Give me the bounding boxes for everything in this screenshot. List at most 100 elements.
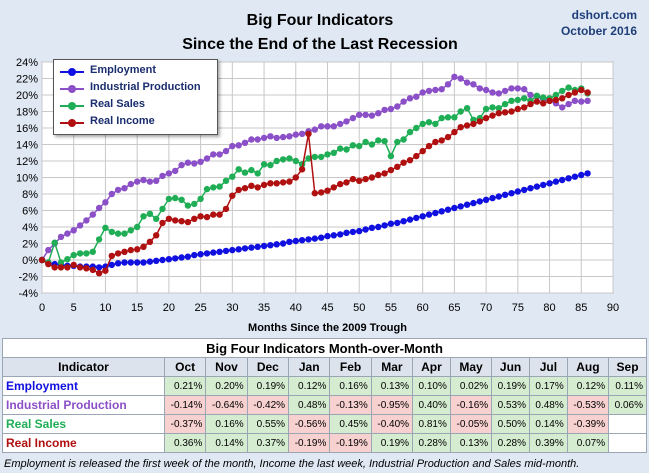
data-point: [159, 172, 166, 180]
row-label: Industrial Production: [2, 395, 165, 415]
table-title: Big Four Indicators Month-over-Month: [2, 338, 647, 358]
column-header-month: Jul: [528, 357, 568, 377]
table-cell: 0.48%: [288, 395, 331, 415]
data-point: [51, 264, 58, 271]
data-point: [273, 134, 280, 142]
data-point: [362, 138, 369, 146]
table-cell: 0.19%: [491, 376, 530, 396]
data-point: [425, 87, 433, 95]
data-point: [432, 138, 439, 146]
data-point: [381, 106, 388, 114]
table-cell: -0.42%: [246, 395, 290, 415]
data-point: [362, 175, 369, 183]
data-point: [254, 184, 261, 191]
data-point: [114, 250, 122, 257]
data-point: [343, 179, 350, 186]
table-cell: 0.12%: [288, 376, 331, 396]
table-cell: -0.40%: [370, 414, 414, 434]
data-point: [432, 120, 439, 128]
y-tick-label: 14%: [16, 140, 38, 152]
data-point: [229, 246, 236, 254]
data-point: [565, 100, 572, 108]
data-point: [146, 178, 154, 185]
data-point: [210, 249, 217, 256]
data-point: [394, 219, 401, 227]
data-point: [337, 120, 344, 128]
data-point: [337, 145, 344, 152]
table-row: Real Income 0.36% 0.14% 0.37% -0.19% -0.19% 0.…: [2, 433, 647, 453]
data-point: [191, 215, 198, 222]
data-point: [419, 213, 426, 220]
chart-panel: -4% -2% 0% 2% 4% 6% 8% 10% 12% 14% 16% 18% 20% 22% 24%…: [16, 8, 637, 334]
data-point: [273, 180, 280, 187]
data-point: [248, 136, 255, 143]
data-point: [305, 130, 312, 137]
table-cell: 0.53%: [491, 395, 530, 415]
data-point: [419, 120, 426, 128]
data-point: [286, 238, 293, 245]
column-header-month: Jun: [491, 357, 530, 377]
data-point: [260, 181, 268, 189]
data-point: [400, 98, 407, 105]
data-point: [514, 85, 521, 92]
data-point: [273, 157, 280, 165]
table-row: Industrial Production -0.14% -0.64% -0.42% 0…: [2, 395, 647, 415]
data-point: [489, 112, 496, 119]
data-point: [552, 96, 560, 104]
data-point: [95, 264, 103, 271]
data-point: [343, 229, 350, 236]
line-chart: -4% -2% 0% 2% 4% 6% 8% 10% 12% 14% 16% 18% 20% 22% 24%…: [16, 57, 619, 334]
data-point: [159, 205, 166, 213]
data-point: [248, 244, 255, 251]
data-point: [248, 166, 255, 174]
legend-label: Real Sales: [90, 98, 146, 110]
x-tick-label: 45: [321, 302, 333, 314]
data-point: [508, 108, 515, 115]
y-tick-label: 6%: [22, 206, 38, 218]
table-cell: -0.16%: [449, 395, 493, 415]
data-point: [425, 211, 433, 218]
table-cell: 0.14%: [528, 414, 568, 434]
data-point: [184, 159, 192, 166]
data-point: [165, 195, 173, 203]
data-point: [400, 136, 407, 143]
data-point: [292, 131, 299, 138]
data-point: [457, 203, 464, 210]
data-point: [400, 218, 407, 225]
data-point: [89, 266, 97, 274]
table-cell: 0.39%: [528, 433, 568, 453]
data-point: [57, 264, 65, 271]
data-point: [298, 237, 306, 244]
data-point: [438, 114, 445, 122]
data-point: [76, 250, 84, 257]
data-point: [260, 134, 268, 142]
x-tick-label: 5: [71, 302, 77, 314]
data-point: [254, 136, 261, 143]
table-cell: -0.95%: [370, 395, 414, 415]
data-point: [127, 259, 134, 266]
data-point: [356, 142, 363, 150]
data-point: [38, 256, 46, 264]
data-point: [489, 89, 496, 96]
data-point: [114, 186, 122, 194]
data-point: [501, 87, 509, 95]
table-cell: -0.37%: [163, 414, 207, 434]
y-tick-label: 2%: [22, 239, 38, 251]
data-point: [508, 85, 515, 92]
y-tick-label: 16%: [16, 123, 38, 135]
data-point: [64, 230, 71, 237]
data-point: [521, 186, 528, 194]
table-cell: 0.07%: [566, 433, 610, 453]
data-point: [248, 182, 255, 189]
data-point: [578, 171, 585, 179]
table-cell: -0.56%: [288, 414, 331, 434]
table-cell: 0.48%: [528, 395, 568, 415]
data-point: [292, 174, 299, 181]
data-point: [387, 220, 395, 227]
data-point: [356, 111, 363, 119]
data-point: [413, 93, 420, 100]
data-point: [546, 97, 553, 105]
column-header-month: Feb: [329, 357, 372, 377]
x-tick-label: 75: [512, 302, 524, 314]
data-point: [121, 230, 128, 237]
